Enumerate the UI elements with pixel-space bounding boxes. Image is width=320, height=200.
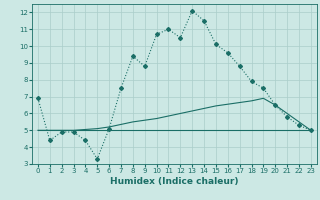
- X-axis label: Humidex (Indice chaleur): Humidex (Indice chaleur): [110, 177, 239, 186]
